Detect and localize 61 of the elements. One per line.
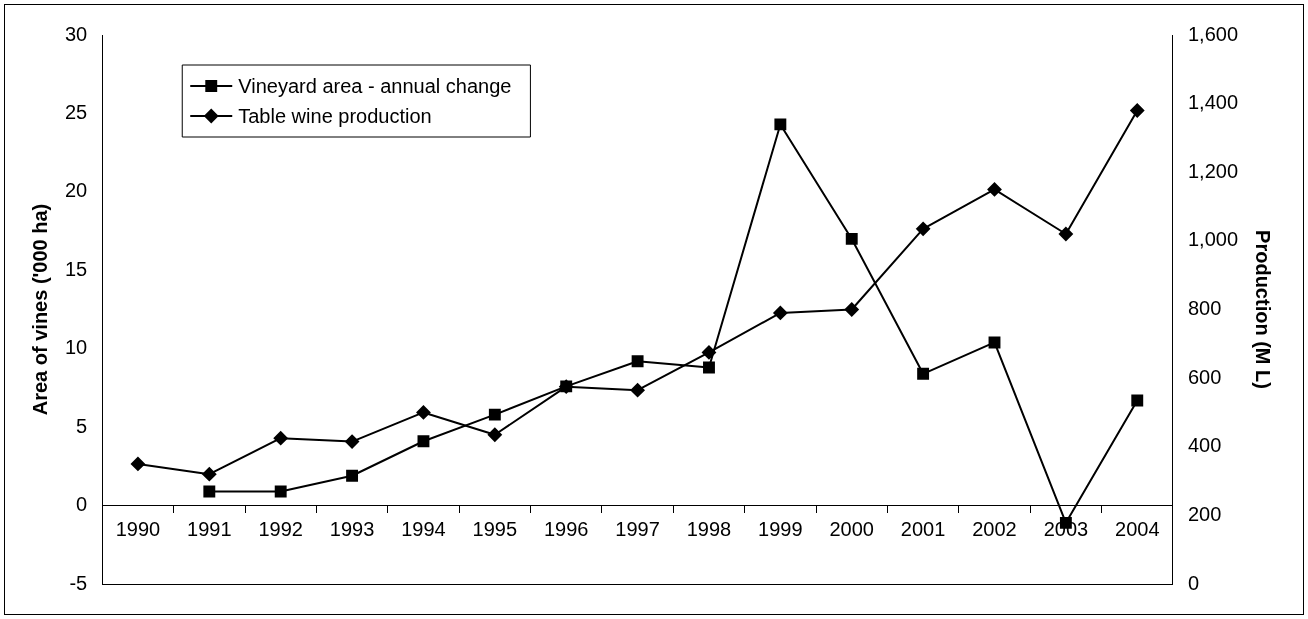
x-tick-label: 1991 bbox=[187, 518, 232, 541]
y2-tick-label: 600 bbox=[1187, 365, 1222, 388]
legend-label: Table wine production bbox=[238, 105, 432, 127]
point bbox=[1131, 394, 1144, 407]
legend-label: Vineyard area - annual change bbox=[238, 75, 512, 97]
y-tick-label: 30 bbox=[65, 22, 88, 45]
x-tick-label: 1998 bbox=[686, 518, 732, 541]
point bbox=[845, 232, 858, 245]
y-tick-label: 25 bbox=[65, 100, 88, 123]
x-tick-label: 2001 bbox=[900, 518, 946, 541]
point bbox=[346, 469, 359, 482]
point bbox=[417, 435, 430, 448]
y-tick-label: -5 bbox=[69, 571, 88, 594]
x-tick-label: 1995 bbox=[472, 518, 518, 541]
x-tick-label: 1990 bbox=[115, 518, 161, 541]
y2-tick-label: 1,600 bbox=[1187, 22, 1239, 45]
point bbox=[987, 182, 1002, 197]
x-tick-label: 2004 bbox=[1115, 518, 1160, 541]
point bbox=[488, 408, 501, 421]
point bbox=[917, 367, 930, 380]
y2-tick-label: 200 bbox=[1187, 502, 1222, 525]
y2-tick-label: 1,400 bbox=[1187, 91, 1239, 114]
y-axis-title: Area of vines ('000 ha) bbox=[28, 203, 51, 416]
point bbox=[701, 345, 716, 360]
point bbox=[487, 427, 502, 442]
y-tick-label: 0 bbox=[76, 493, 88, 516]
y2-axis-title: Production (M L) bbox=[1252, 230, 1275, 389]
point bbox=[988, 336, 1001, 349]
point bbox=[416, 405, 431, 420]
point bbox=[630, 383, 645, 398]
y2-tick-label: 1,000 bbox=[1187, 228, 1239, 251]
point bbox=[273, 431, 288, 446]
point bbox=[1130, 103, 1145, 118]
y-tick-label: 20 bbox=[65, 179, 88, 202]
x-tick-label: 1992 bbox=[258, 518, 303, 541]
x-tick-label: 1993 bbox=[329, 518, 375, 541]
x-tick-label: 2000 bbox=[829, 518, 874, 541]
point bbox=[1058, 227, 1073, 242]
y2-tick-label: 0 bbox=[1187, 571, 1200, 594]
x-tick-label: 1996 bbox=[543, 518, 589, 541]
x-tick-label: 1997 bbox=[615, 518, 660, 541]
x-tick-label: 1994 bbox=[401, 518, 446, 541]
point bbox=[844, 302, 859, 317]
point bbox=[130, 456, 145, 471]
y2-tick-label: 800 bbox=[1187, 297, 1222, 320]
y2-tick-label: 400 bbox=[1187, 434, 1222, 457]
point bbox=[703, 361, 715, 374]
point bbox=[916, 221, 931, 236]
point bbox=[345, 434, 360, 449]
point bbox=[203, 485, 216, 498]
point bbox=[773, 305, 788, 320]
x-tick-label: 1999 bbox=[758, 518, 803, 541]
point bbox=[202, 467, 217, 482]
y-tick-label: 10 bbox=[65, 336, 88, 359]
point bbox=[631, 355, 644, 368]
point bbox=[274, 485, 287, 498]
y-tick-label: 15 bbox=[65, 257, 88, 280]
x-tick-label: 2002 bbox=[972, 518, 1017, 541]
y2-tick-label: 1,200 bbox=[1187, 159, 1239, 182]
y-tick-label: 5 bbox=[76, 414, 88, 437]
point bbox=[774, 118, 787, 131]
